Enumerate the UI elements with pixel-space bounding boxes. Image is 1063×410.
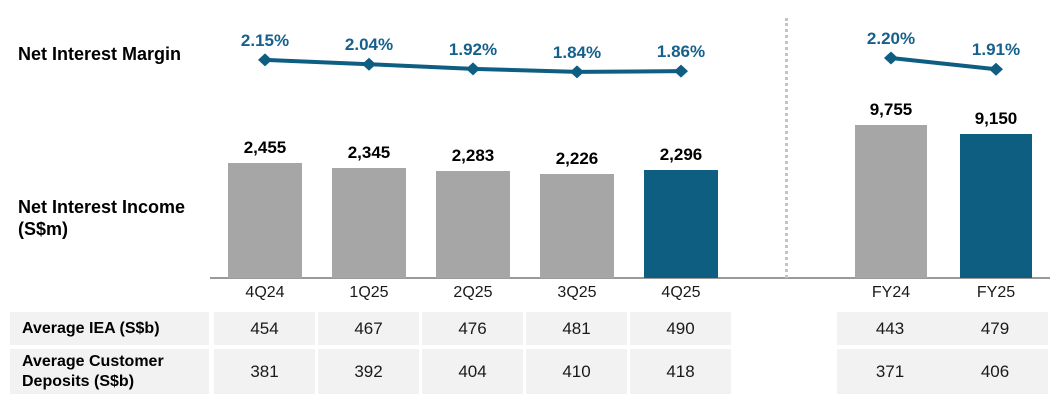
table-cell: 467 xyxy=(318,312,419,345)
nim-marker-3Q25 xyxy=(570,65,584,79)
nim-marker-FY24 xyxy=(884,51,898,65)
table-cell: 371 xyxy=(837,349,943,394)
table-row-label-0: Average IEA (S$b) xyxy=(10,312,209,345)
table-cell: 476 xyxy=(422,312,523,345)
table-row-label-1: Average Customer Deposits (S$b) xyxy=(10,349,209,394)
nim-marker-4Q24 xyxy=(258,53,272,67)
nim-marker-4Q25 xyxy=(674,64,688,78)
table-cell: 454 xyxy=(214,312,315,345)
nim-value-label-4Q24: 2.15% xyxy=(240,30,290,50)
nii-bar-FY25 xyxy=(960,134,1032,278)
nim-value-label-3Q25: 1.84% xyxy=(552,42,602,62)
nim-marker-2Q25 xyxy=(466,62,480,76)
table-cell: 404 xyxy=(422,349,523,394)
nii-bar-4Q25 xyxy=(644,170,718,278)
nii-bar-FY24 xyxy=(855,125,927,278)
nim-line-quarterly xyxy=(264,57,682,74)
nii-value-label-4Q24: 2,455 xyxy=(243,138,287,157)
table-cell: 490 xyxy=(630,312,731,345)
table-cell: 481 xyxy=(526,312,627,345)
nim-value-label-FY25: 1.91% xyxy=(971,40,1021,60)
nii-value-label-3Q25: 2,226 xyxy=(555,149,599,168)
table-cell: 381 xyxy=(214,349,315,394)
nim-marker-FY25 xyxy=(989,62,1003,76)
category-label-FY25: FY25 xyxy=(976,284,1016,301)
category-label-FY24: FY24 xyxy=(871,284,911,301)
nii-value-label-4Q25: 2,296 xyxy=(659,145,703,164)
table-cell: 406 xyxy=(942,349,1048,394)
nim-value-label-4Q25: 1.86% xyxy=(656,42,706,62)
table-cell: 418 xyxy=(630,349,731,394)
category-label-3Q25: 3Q25 xyxy=(557,284,597,301)
nim-value-label-FY24: 2.20% xyxy=(866,29,916,48)
table-cell: 392 xyxy=(318,349,419,394)
table-cell: 410 xyxy=(526,349,627,394)
nii-bar-1Q25 xyxy=(332,168,406,278)
category-label-4Q24: 4Q24 xyxy=(245,284,285,301)
category-label-1Q25: 1Q25 xyxy=(349,284,389,301)
x-axis-line xyxy=(210,277,1050,279)
table-cell: 443 xyxy=(837,312,943,345)
nii-value-label-2Q25: 2,283 xyxy=(451,146,495,165)
nim-value-label-1Q25: 2.04% xyxy=(344,35,394,55)
net-interest-income-label: Net Interest Income (S$m) xyxy=(18,197,186,239)
category-label-4Q25: 4Q25 xyxy=(661,284,701,301)
nii-value-label-FY24: 9,755 xyxy=(869,100,913,119)
nii-value-label-1Q25: 2,345 xyxy=(347,143,391,162)
nii-value-label-FY25: 9,150 xyxy=(974,109,1018,128)
nim-value-label-2Q25: 1.92% xyxy=(448,39,498,59)
nii-bar-4Q24 xyxy=(228,163,302,278)
nim-marker-1Q25 xyxy=(362,57,376,71)
nii-bar-3Q25 xyxy=(540,174,614,278)
quarterly-fullyear-divider xyxy=(785,18,788,278)
table-cell: 479 xyxy=(942,312,1048,345)
nii-bar-2Q25 xyxy=(436,171,510,278)
net-interest-margin-label: Net Interest Margin xyxy=(18,44,182,64)
category-label-2Q25: 2Q25 xyxy=(453,284,493,301)
